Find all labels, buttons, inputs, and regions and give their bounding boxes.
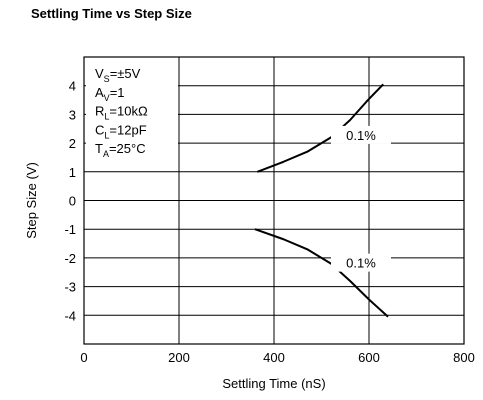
y-tick-label: -1: [64, 222, 76, 237]
condition-text: TA=25°C: [95, 141, 146, 159]
y-axis-label: Step Size (V): [24, 162, 39, 239]
condition-text: AV=1: [95, 85, 125, 103]
y-tick-label: -2: [64, 251, 76, 266]
y-tick-label: 2: [69, 136, 76, 151]
x-tick-label: 600: [358, 350, 380, 365]
condition-text: CL=12pF: [95, 122, 147, 140]
y-tick-label: -3: [64, 280, 76, 295]
y-tick-label: 0: [69, 194, 76, 209]
series-line: [254, 228, 389, 318]
series-label-bg: [331, 253, 391, 272]
chart-title: Settling Time vs Step Size: [31, 6, 192, 21]
condition-text: VS=±5V: [95, 66, 141, 84]
y-tick-label: 3: [69, 107, 76, 122]
plot-frame: [83, 56, 465, 345]
x-tick-label: 400: [263, 350, 285, 365]
condition-text: RL=10kΩ: [95, 104, 148, 122]
y-tick-label: 1: [69, 165, 76, 180]
series-lines: 0.1% 0.1%: [254, 83, 391, 318]
y-tick-label: 4: [69, 79, 76, 94]
conditions-bg: [86, 59, 178, 167]
tick-labels: 0 200 400 600 800 -4 -3 -2 -1 0 1 2 3 4: [64, 79, 474, 365]
x-tick-label: 800: [453, 350, 475, 365]
series-label: 0.1%: [346, 256, 376, 271]
y-tick-label: -4: [64, 308, 76, 323]
series-label: 0.1%: [346, 128, 376, 143]
x-tick-label: 0: [80, 350, 87, 365]
x-axis-label: Settling Time (nS): [222, 376, 325, 391]
series-label-bg: [331, 125, 391, 144]
x-tick-label: 200: [168, 350, 190, 365]
